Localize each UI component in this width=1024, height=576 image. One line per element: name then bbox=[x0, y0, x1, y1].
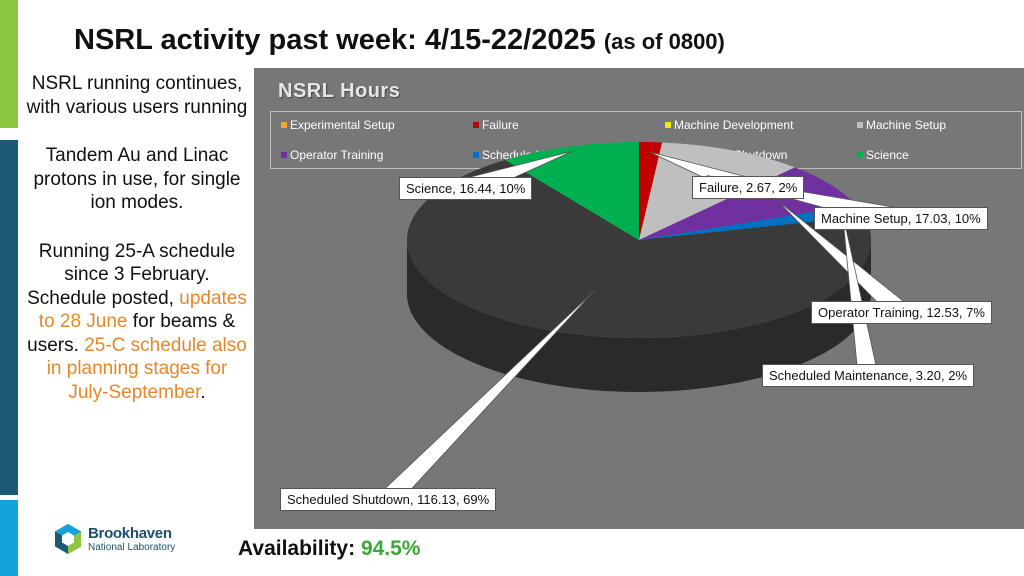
brookhaven-hex-icon bbox=[55, 524, 81, 554]
accent-segment-navy bbox=[0, 140, 18, 495]
legend-label: Failure bbox=[482, 118, 519, 132]
callout-scheduled-maintenance: Scheduled Maintenance, 3.20, 2% bbox=[762, 364, 975, 387]
callout-science: Science, 16.44, 10% bbox=[399, 177, 533, 200]
pie-slice-scheduled-shutdown bbox=[407, 159, 871, 338]
pie-slice-scheduled-maintenance bbox=[639, 204, 865, 240]
legend-swatch bbox=[473, 152, 479, 158]
legend-swatch bbox=[857, 122, 863, 128]
text-schedule: Running 25-A schedule since 3 February. … bbox=[26, 240, 248, 405]
left-text-panel: NSRL running continues, with various use… bbox=[26, 72, 248, 404]
availability-label: Availability: bbox=[238, 537, 361, 560]
accent-bar bbox=[0, 0, 18, 576]
legend-item-failure: Failure bbox=[473, 118, 519, 132]
slide-title-main: NSRL activity past week: 4/15-22/2025 bbox=[74, 24, 596, 56]
legend-swatch bbox=[473, 122, 479, 128]
legend-item-machine-development: Machine Development bbox=[665, 118, 793, 132]
pie-chart bbox=[380, 142, 909, 508]
brookhaven-logo: Brookhaven National Laboratory bbox=[54, 523, 175, 555]
legend-swatch bbox=[857, 152, 863, 158]
callout-machine-setup: Machine Setup, 17.03, 10% bbox=[814, 207, 988, 230]
legend-item-science: Science bbox=[857, 148, 909, 162]
logo-lab: National Laboratory bbox=[88, 541, 176, 553]
pie-side-scheduled-shutdown bbox=[407, 240, 871, 392]
legend-item-experimental-setup: Experimental Setup bbox=[281, 118, 395, 132]
text-schedule-updates: updates to 28 June bbox=[38, 287, 247, 333]
text-running-status: NSRL running continues, with various use… bbox=[26, 73, 248, 118]
availability-value: 94.5% bbox=[360, 537, 421, 560]
chart-panel: NSRL Hours Experimental Setup Failure Mach… bbox=[254, 68, 1024, 529]
legend-label: Machine Setup bbox=[866, 118, 947, 132]
legend-swatch bbox=[665, 122, 671, 128]
legend-swatch bbox=[281, 152, 287, 158]
legend-item-machine-setup: Machine Setup bbox=[857, 118, 946, 132]
legend-swatch bbox=[281, 122, 287, 128]
availability: Availability: 94.5% bbox=[238, 537, 420, 561]
callout-operator-training: Operator Training, 12.53, 7% bbox=[811, 301, 992, 324]
legend-label: Machine Development bbox=[674, 118, 794, 132]
chart-title: NSRL Hours bbox=[278, 80, 401, 102]
pie-slice-failure bbox=[639, 142, 663, 240]
logo-name: Brookhaven bbox=[88, 524, 172, 542]
slide-title: NSRL activity past week: 4/15-22/2025 (a… bbox=[74, 24, 725, 57]
text-schedule-e: . bbox=[200, 381, 206, 403]
legend-label: Operator Training bbox=[290, 148, 384, 162]
accent-segment-lime bbox=[0, 0, 18, 128]
slide-title-sub: (as of 0800) bbox=[603, 29, 725, 54]
accent-segment-cyan bbox=[0, 500, 18, 576]
text-schedule-c: for beams & users. bbox=[27, 311, 236, 356]
text-schedule-25c: 25-C schedule also in planning stages fo… bbox=[46, 334, 247, 403]
legend-item-operator-training: Operator Training bbox=[281, 148, 383, 162]
callout-failure: Failure, 2.67, 2% bbox=[692, 176, 805, 199]
callout-scheduled-shutdown: Scheduled Shutdown, 116.13, 69% bbox=[280, 488, 497, 511]
text-schedule-a: Running 25-A schedule since 3 February. … bbox=[27, 240, 236, 309]
legend-label: Science bbox=[866, 148, 909, 162]
text-beams-in-use: Tandem Au and Linac protons in use, for … bbox=[33, 145, 241, 213]
legend-label: Experimental Setup bbox=[290, 118, 395, 132]
